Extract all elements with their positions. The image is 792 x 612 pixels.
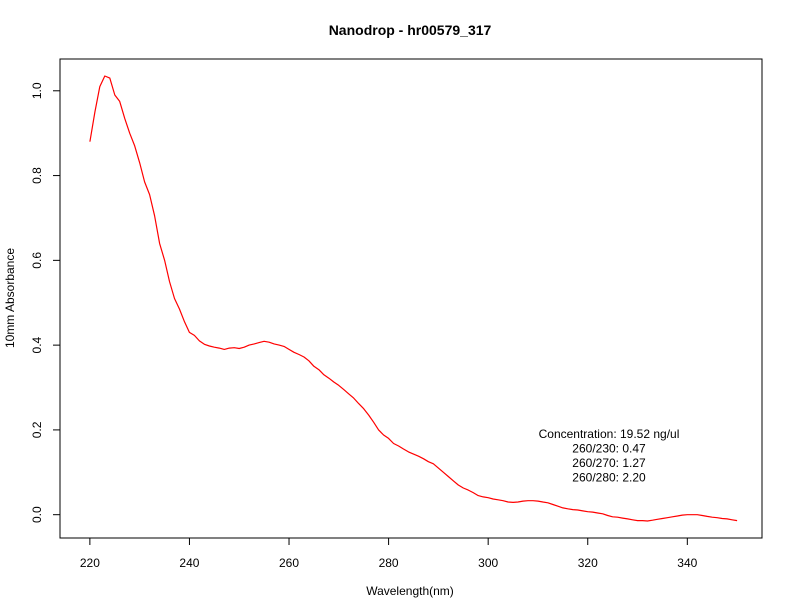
x-tick-label: 240	[179, 556, 199, 570]
x-tick-label: 220	[80, 556, 100, 570]
annotation-line: 260/230: 0.47	[572, 442, 646, 456]
x-tick-label: 340	[677, 556, 697, 570]
x-tick-label: 260	[279, 556, 299, 570]
x-tick-label: 280	[379, 556, 399, 570]
annotation-line: 260/280: 2.20	[572, 471, 646, 485]
x-tick-label: 300	[478, 556, 498, 570]
absorbance-line	[89, 75, 738, 522]
chart-title: Nanodrop - hr00579_317	[329, 22, 492, 38]
y-tick-label: 1.0	[30, 82, 44, 99]
x-tick-label: 320	[578, 556, 598, 570]
x-axis: 220 240 260 280 300 320 340	[80, 537, 698, 570]
annotation-line: 260/270: 1.27	[572, 456, 646, 470]
data-series	[89, 75, 738, 522]
y-axis: 0.0 0.2 0.4 0.6 0.8 1.0	[30, 82, 61, 523]
y-tick-label: 0.4	[30, 336, 44, 353]
annotation-line: Concentration: 19.52 ng/ul	[539, 427, 680, 441]
y-tick-label: 0.2	[30, 421, 44, 438]
y-tick-label: 0.6	[30, 252, 44, 269]
y-axis-label: 10mm Absorbance	[3, 248, 17, 348]
y-tick-label: 0.0	[30, 506, 44, 523]
y-tick-label: 0.8	[30, 167, 44, 184]
x-axis-label: Wavelength(nm)	[366, 584, 454, 598]
